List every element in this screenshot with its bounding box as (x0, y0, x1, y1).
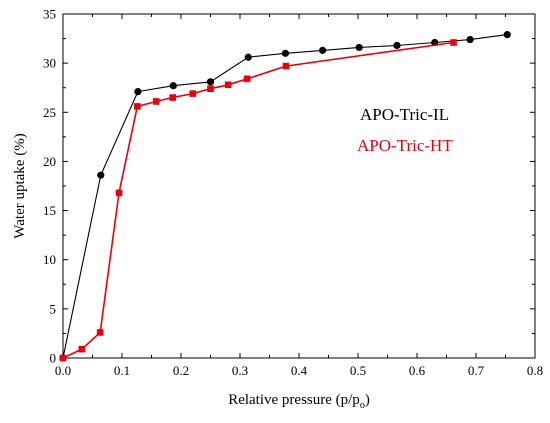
data-point-apo-tric-ht (169, 94, 177, 101)
data-point-apo-tric-il (244, 53, 252, 61)
x-axis-title: Relative pressure (p/po) (228, 392, 370, 411)
y-tick-label: 5 (50, 301, 57, 316)
axis-ticks: 0.0 0.1 0.2 0.3 0.4 0.5 0.6 0.7 0.8 0 5 10 15 20 25 30 3… (43, 7, 543, 379)
series-line-apo-tric-ht (62, 41, 454, 359)
data-point-apo-tric-ht (207, 85, 214, 92)
data-point-apo-tric-ht (59, 354, 67, 362)
x-tick-label: 0.7 (468, 363, 485, 378)
y-tick-label: 30 (43, 56, 56, 71)
data-point-apo-tric-ht (224, 81, 232, 89)
y-tick-label: 15 (43, 203, 56, 218)
data-point-apo-tric-ht (96, 329, 104, 336)
data-point-apo-tric-il (319, 46, 327, 54)
data-point-apo-tric-ht (134, 103, 141, 110)
data-point-apo-tric-il (206, 78, 215, 86)
x-tick-label: 0.0 (55, 363, 71, 378)
x-tick-label: 0.3 (232, 363, 248, 378)
x-axis-title-main: Relative pressure (p/p (228, 392, 360, 408)
legend-entry-apo-tric-ht: APO-Tric-HT (357, 136, 453, 155)
data-point-apo-tric-ht (78, 345, 86, 353)
data-point-apo-tric-il (503, 31, 511, 39)
data-point-apo-tric-il (466, 35, 474, 44)
data-point-apo-tric-il (134, 88, 142, 96)
x-tick-label: 0.1 (114, 363, 130, 378)
data-point-apo-tric-il (97, 171, 105, 179)
data-point-apo-tric-ht (152, 98, 160, 105)
data-point-apo-tric-il (169, 82, 177, 90)
data-point-apo-tric-ht (450, 39, 457, 46)
x-tick-label: 0.8 (527, 363, 543, 378)
y-tick-label: 10 (43, 252, 56, 267)
y-tick-label: 25 (43, 105, 56, 120)
x-tick-label: 0.6 (409, 363, 426, 378)
data-point-apo-tric-il (355, 43, 363, 52)
y-tick-label: 35 (43, 7, 56, 22)
y-axis-title: Water uptake (%) (12, 133, 28, 238)
data-point-apo-tric-ht (243, 75, 251, 83)
plot-frame (62, 13, 536, 359)
legend-entry-apo-tric-il: APO-Tric-IL (360, 105, 449, 124)
data-point-apo-tric-il (393, 41, 401, 50)
y-tick-label: 20 (43, 154, 56, 169)
x-axis-title-subscript: o (360, 400, 365, 411)
data-point-apo-tric-ht (189, 90, 197, 97)
x-tick-label: 0.4 (291, 363, 308, 378)
x-tick-label: 0.2 (173, 363, 189, 378)
series-line-apo-tric-il (62, 34, 508, 359)
series-layer (59, 31, 511, 362)
data-point-apo-tric-ht (115, 189, 123, 197)
x-axis-title-close: ) (365, 392, 370, 408)
y-tick-label: 0 (50, 351, 57, 366)
data-point-apo-tric-ht (282, 62, 290, 70)
data-point-apo-tric-il (281, 49, 290, 57)
x-tick-label: 0.5 (350, 363, 366, 378)
